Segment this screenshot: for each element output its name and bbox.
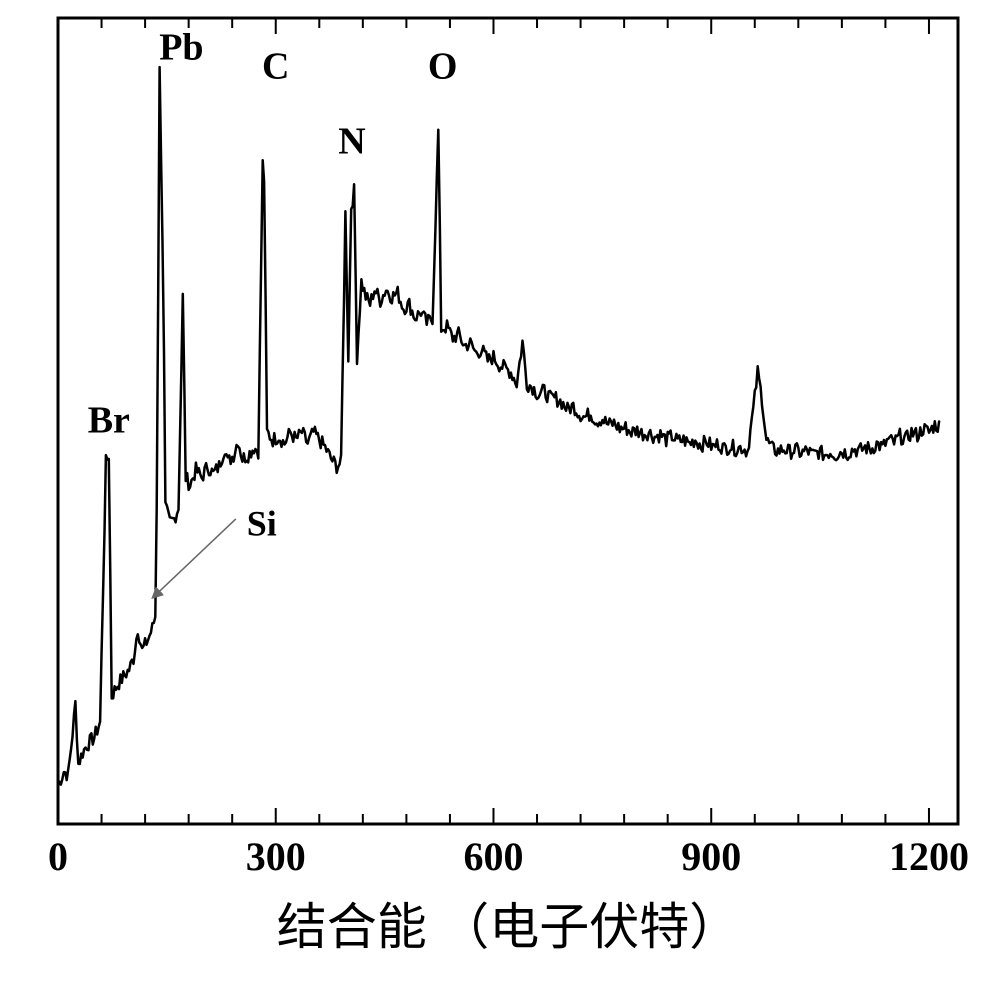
svg-text:600: 600 (463, 834, 523, 879)
x-axis-ticks (58, 18, 929, 824)
svg-text:0: 0 (48, 834, 68, 879)
si-annotation-arrow (152, 519, 235, 598)
x-axis-tick-labels: 0 300 600 900 1200 (48, 834, 969, 879)
plot-frame (58, 18, 958, 824)
chart-svg: 0 300 600 900 1200 Br Pb C N O Si 结合能 （电子伏特） (0, 0, 988, 995)
svg-text:Br: Br (88, 399, 130, 441)
x-axis-title: 结合能 （电子伏特） (277, 899, 740, 955)
svg-text:C: C (262, 45, 289, 87)
svg-text:300: 300 (246, 834, 306, 879)
svg-text:900: 900 (681, 834, 741, 879)
svg-text:O: O (428, 45, 458, 87)
svg-text:Pb: Pb (159, 26, 203, 68)
xps-spectrum-line (58, 67, 939, 786)
svg-text:1200: 1200 (889, 834, 969, 879)
peak-labels: Br Pb C N O (88, 26, 458, 441)
svg-text:N: N (338, 121, 365, 163)
si-annotation-label: Si (247, 503, 277, 543)
xps-figure: 0 300 600 900 1200 Br Pb C N O Si 结合能 （电子伏特） (0, 0, 988, 995)
